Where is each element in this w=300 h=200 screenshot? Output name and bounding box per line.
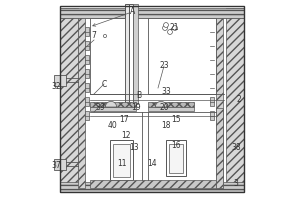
Bar: [148, 107, 194, 111]
Bar: [210, 55, 214, 64]
Bar: [133, 4, 138, 104]
Text: 20: 20: [159, 104, 169, 112]
Bar: [85, 55, 89, 64]
Text: 15: 15: [171, 116, 181, 124]
Text: 38: 38: [231, 144, 241, 152]
Bar: [54, 75, 66, 86]
Bar: [90, 102, 136, 107]
Text: 39: 39: [95, 104, 105, 112]
Bar: [90, 180, 216, 188]
Bar: [90, 107, 136, 111]
Circle shape: [172, 26, 177, 30]
Bar: [166, 140, 186, 176]
Circle shape: [103, 34, 106, 38]
Bar: [85, 97, 89, 106]
Bar: [148, 18, 216, 94]
Text: B: B: [136, 92, 142, 100]
Bar: [129, 4, 133, 104]
Bar: [125, 4, 129, 104]
Bar: [85, 41, 89, 50]
Text: 7: 7: [92, 31, 96, 40]
Bar: [169, 144, 183, 173]
Bar: [60, 8, 244, 18]
Bar: [60, 8, 78, 188]
Bar: [78, 18, 85, 188]
Bar: [210, 97, 214, 106]
Circle shape: [164, 23, 168, 27]
Text: 16: 16: [171, 142, 181, 150]
Text: 3: 3: [234, 180, 239, 188]
Text: 37: 37: [51, 162, 61, 170]
Text: 21: 21: [169, 23, 179, 32]
Bar: [210, 27, 214, 36]
Bar: [54, 159, 66, 170]
Text: A: A: [130, 7, 136, 17]
Text: 40: 40: [107, 121, 117, 130]
Text: 17: 17: [119, 116, 129, 124]
Text: 19: 19: [131, 104, 141, 112]
Bar: [85, 69, 89, 78]
Bar: [210, 41, 214, 50]
Polygon shape: [105, 101, 117, 107]
Bar: [226, 8, 244, 188]
Bar: [113, 144, 130, 177]
Bar: [210, 83, 214, 92]
Bar: [210, 69, 214, 78]
Text: 18: 18: [161, 121, 171, 130]
Text: 23: 23: [159, 62, 169, 71]
Text: C: C: [101, 80, 106, 88]
Bar: [60, 182, 244, 192]
Text: 14: 14: [147, 160, 157, 168]
Bar: [85, 111, 89, 120]
Bar: [85, 83, 89, 92]
Bar: [210, 111, 214, 120]
Bar: [216, 108, 223, 188]
Bar: [148, 102, 194, 107]
Text: 13: 13: [129, 144, 139, 152]
Bar: [110, 140, 133, 180]
Bar: [85, 27, 89, 36]
Text: 32: 32: [51, 82, 61, 90]
Text: 2: 2: [237, 96, 242, 104]
Text: 33: 33: [161, 88, 171, 97]
Circle shape: [168, 30, 172, 34]
Bar: [216, 18, 223, 188]
Text: 11: 11: [117, 160, 127, 168]
Bar: [90, 18, 125, 94]
Polygon shape: [155, 101, 167, 107]
Circle shape: [163, 26, 167, 30]
Text: 12: 12: [121, 132, 131, 140]
